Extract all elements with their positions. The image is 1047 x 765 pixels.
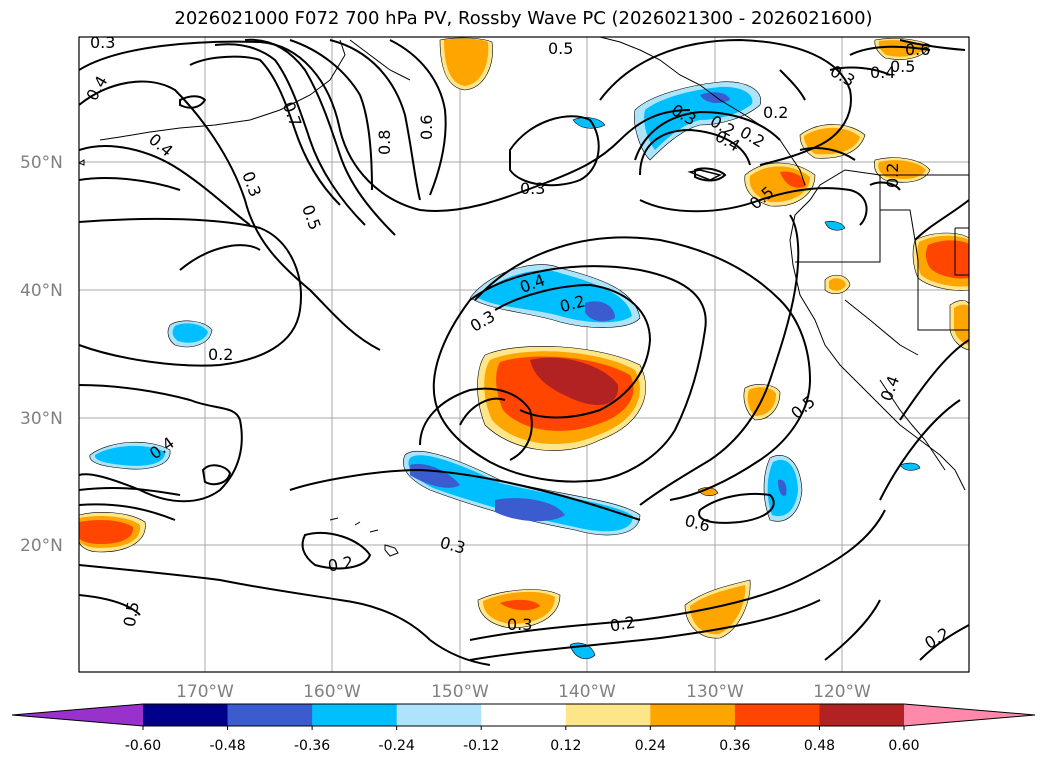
- contour-label: 0.3: [520, 179, 545, 198]
- pv-contours: [79, 38, 969, 666]
- colorbar-ticks: -0.60 -0.48 -0.36 -0.24 -0.12 0.12 0.24 0.36 0.4…: [125, 726, 920, 754]
- contour-label: 0.4: [870, 63, 895, 82]
- colorbar-segment: [565, 704, 651, 726]
- colorbar-tick-label: -0.36: [294, 738, 330, 754]
- lon-label: 120°W: [813, 682, 871, 702]
- contour-label: 0.2: [608, 612, 636, 635]
- colorbar-tick-label: -0.60: [125, 738, 161, 754]
- colorbar-segment: [312, 704, 398, 726]
- colorbar-segment: [650, 704, 736, 726]
- colorbar-tick-label: -0.12: [463, 738, 499, 754]
- colorbar-tick-label: 0.12: [550, 738, 581, 754]
- contour-label: 0.5: [120, 600, 143, 628]
- lon-label: 150°W: [431, 682, 489, 702]
- contour-label: 0.3: [90, 33, 115, 52]
- map-plot-area: 0.3 0.4 0.4 0.3 0.7 0.5 0.8 0.6 0.5 0.3 …: [79, 33, 969, 672]
- colorbar-outline: [11, 703, 1036, 727]
- colorbar-segments: [12, 704, 1035, 726]
- contour-label: 0.2: [326, 552, 354, 575]
- latitude-labels: 50°N 40°N 30°N 20°N: [20, 153, 63, 556]
- contour-label: 0.6: [417, 115, 436, 140]
- colorbar-segment: [734, 704, 820, 726]
- longitude-labels: 170°W 160°W 150°W 140°W 130°W 120°W: [176, 682, 871, 702]
- contour-label: 0.8: [375, 130, 394, 155]
- colorbar-tick-label: 0.24: [635, 738, 666, 754]
- contour-label: 0.2: [208, 345, 233, 364]
- colorbar-segment: [396, 704, 482, 726]
- lat-label: 20°N: [20, 536, 63, 556]
- colorbar-extend-high: [904, 704, 1035, 726]
- contour-label: 0.5: [890, 57, 915, 76]
- lon-label: 160°W: [303, 682, 361, 702]
- lat-label: 40°N: [20, 281, 63, 301]
- colorbar-tick-label: 0.48: [804, 738, 835, 754]
- lon-label: 140°W: [558, 682, 616, 702]
- colorbar: -0.60 -0.48 -0.36 -0.24 -0.12 0.12 0.24 0.36 0.4…: [11, 703, 1036, 754]
- colorbar-segment: [481, 704, 567, 726]
- lon-label: 130°W: [686, 682, 744, 702]
- map-title: 2026021000 F072 700 hPa PV, Rossby Wave …: [174, 8, 873, 29]
- colorbar-tick-label: -0.24: [379, 738, 415, 754]
- colorbar-extend-low: [12, 704, 143, 726]
- colorbar-tick-label: -0.48: [209, 738, 245, 754]
- lat-label: 50°N: [20, 153, 63, 173]
- contour-label: 0.5: [548, 39, 573, 58]
- contour-label: 0.2: [763, 103, 788, 122]
- lat-label: 30°N: [20, 409, 63, 429]
- contour-label: 0.2: [883, 163, 902, 188]
- colorbar-segment: [227, 704, 313, 726]
- contour-label: 0.3: [507, 615, 532, 634]
- coastlines: [79, 37, 969, 557]
- colorbar-tick-label: 0.60: [888, 738, 919, 754]
- colorbar-segment: [819, 704, 905, 726]
- colorbar-segment: [143, 704, 229, 726]
- contour-label: 0.6: [905, 40, 930, 59]
- colorbar-tick-label: 0.36: [719, 738, 750, 754]
- lon-label: 170°W: [176, 682, 234, 702]
- map-frame: [78, 36, 970, 673]
